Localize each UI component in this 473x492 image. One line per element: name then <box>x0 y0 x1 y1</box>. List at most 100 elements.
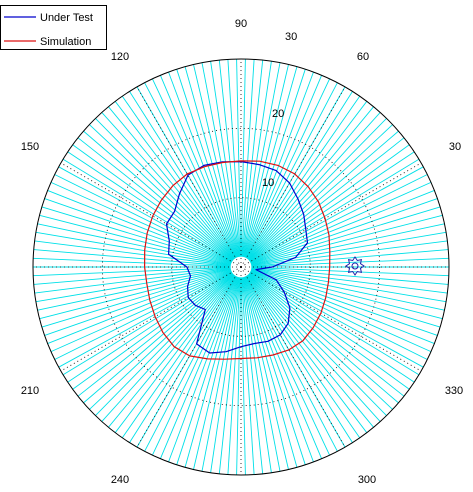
grid-spoke <box>236 58 242 268</box>
grid-outer-circle <box>32 58 450 476</box>
grid-spoke <box>67 151 242 268</box>
grid-spoke <box>240 249 449 268</box>
grid-spoke <box>240 266 306 465</box>
grid-spoke <box>240 266 381 422</box>
legend-label-simulation: Simulation <box>40 36 91 48</box>
grid-circle-20 <box>101 127 381 407</box>
series-line-simulation <box>144 160 331 360</box>
grid-spoke <box>210 61 242 268</box>
grid-spoke <box>240 266 410 390</box>
grid-spoke <box>168 266 242 463</box>
grid-spoke <box>240 166 424 268</box>
grid-spoke <box>136 86 242 268</box>
grid-spoke <box>240 118 387 268</box>
grid-spoke <box>240 266 361 439</box>
grid-spoke <box>240 266 289 470</box>
grid-spoke <box>240 64 289 268</box>
legend: Under Test Simulation <box>0 5 107 50</box>
grid-spoke <box>240 223 445 268</box>
grid-spoke <box>33 257 242 268</box>
grid-spoke <box>50 181 242 268</box>
grid-spoke <box>37 266 242 311</box>
grid-spoke <box>240 144 410 268</box>
radial-tick-labels: 10 20 30 <box>262 31 297 189</box>
grid-spoke <box>95 118 242 268</box>
grid-spoke <box>240 266 264 474</box>
grid-spoke <box>129 266 242 443</box>
grid-spoke <box>240 189 435 268</box>
grid-spoke <box>240 266 449 285</box>
grid-spoke <box>240 101 368 268</box>
grid-spoke <box>240 266 393 410</box>
grid-spoke <box>83 266 242 404</box>
grid-spoke <box>144 82 242 268</box>
grid-spoke <box>240 266 298 468</box>
grid-spoke <box>240 78 331 268</box>
grid-spoke <box>77 266 242 397</box>
grid-spoke <box>151 266 242 456</box>
grid-spoke <box>240 266 368 433</box>
grid-spoke <box>50 266 242 353</box>
grid-spoke <box>240 158 420 268</box>
radial-label-20: 20 <box>272 108 284 120</box>
grid-spoke <box>108 106 242 268</box>
grid-spoke <box>58 166 242 268</box>
grid-spoke <box>240 266 405 397</box>
grid-spoke <box>240 151 415 268</box>
grid-spoke <box>240 266 399 404</box>
grid-spoke <box>240 266 374 428</box>
grid-spoke <box>121 95 242 268</box>
grid-spoke <box>72 266 242 390</box>
grid-spoke <box>151 78 242 268</box>
grid-spoke <box>54 266 242 360</box>
angle-label-240: 240 <box>111 474 129 486</box>
grid-spoke <box>240 198 438 268</box>
grid-spoke <box>35 266 242 303</box>
grid-spoke <box>240 266 331 456</box>
angle-label-60: 60 <box>357 51 369 63</box>
grid-spoke <box>240 266 443 320</box>
grid-spoke <box>129 91 242 268</box>
grid-spoke <box>240 174 428 268</box>
grid-spoke <box>47 266 242 345</box>
grid-spoke <box>121 266 242 439</box>
legend-box <box>0 5 107 50</box>
grid-spoke <box>184 266 242 468</box>
grid-spoke <box>72 144 242 268</box>
grid-spoke <box>176 69 242 268</box>
grid-spoke <box>236 266 242 476</box>
grid-spoke <box>240 58 246 268</box>
grid-spoke <box>201 266 242 472</box>
angle-label-330: 330 <box>445 385 463 397</box>
series-layer <box>144 160 331 360</box>
grid-spoke <box>240 86 346 268</box>
grid-spoke <box>210 266 242 473</box>
grid-spoke <box>240 266 353 443</box>
polar-grid <box>32 58 450 476</box>
grid-spoke <box>114 101 242 268</box>
grid-spoke <box>193 266 242 470</box>
grid-spoke <box>89 266 242 410</box>
grid-spoke <box>240 266 449 277</box>
grid-spoke <box>34 266 242 294</box>
grid-spoke <box>240 266 338 452</box>
grid-spoke <box>240 266 415 383</box>
grid-spoke <box>227 59 242 268</box>
grid-spoke <box>101 266 242 422</box>
grid-spoke <box>240 95 361 268</box>
grid-spoke <box>240 231 447 268</box>
grid-spoke <box>240 82 338 268</box>
grid-circle-10 <box>171 197 311 337</box>
grid-spoke <box>193 64 242 268</box>
grid-spoke <box>35 231 242 268</box>
grid-spoke <box>240 266 323 459</box>
radial-label-30: 30 <box>285 31 297 43</box>
legend-label-under-test: Under Test <box>40 12 93 24</box>
gear-marker-outline <box>345 256 365 276</box>
grid-spoke <box>95 266 242 416</box>
grid-spoke <box>144 266 242 452</box>
grid-spoke <box>44 266 242 336</box>
angle-label-30: 30 <box>449 141 461 153</box>
grid-spoke <box>33 266 242 285</box>
grid-spoke <box>240 266 420 376</box>
